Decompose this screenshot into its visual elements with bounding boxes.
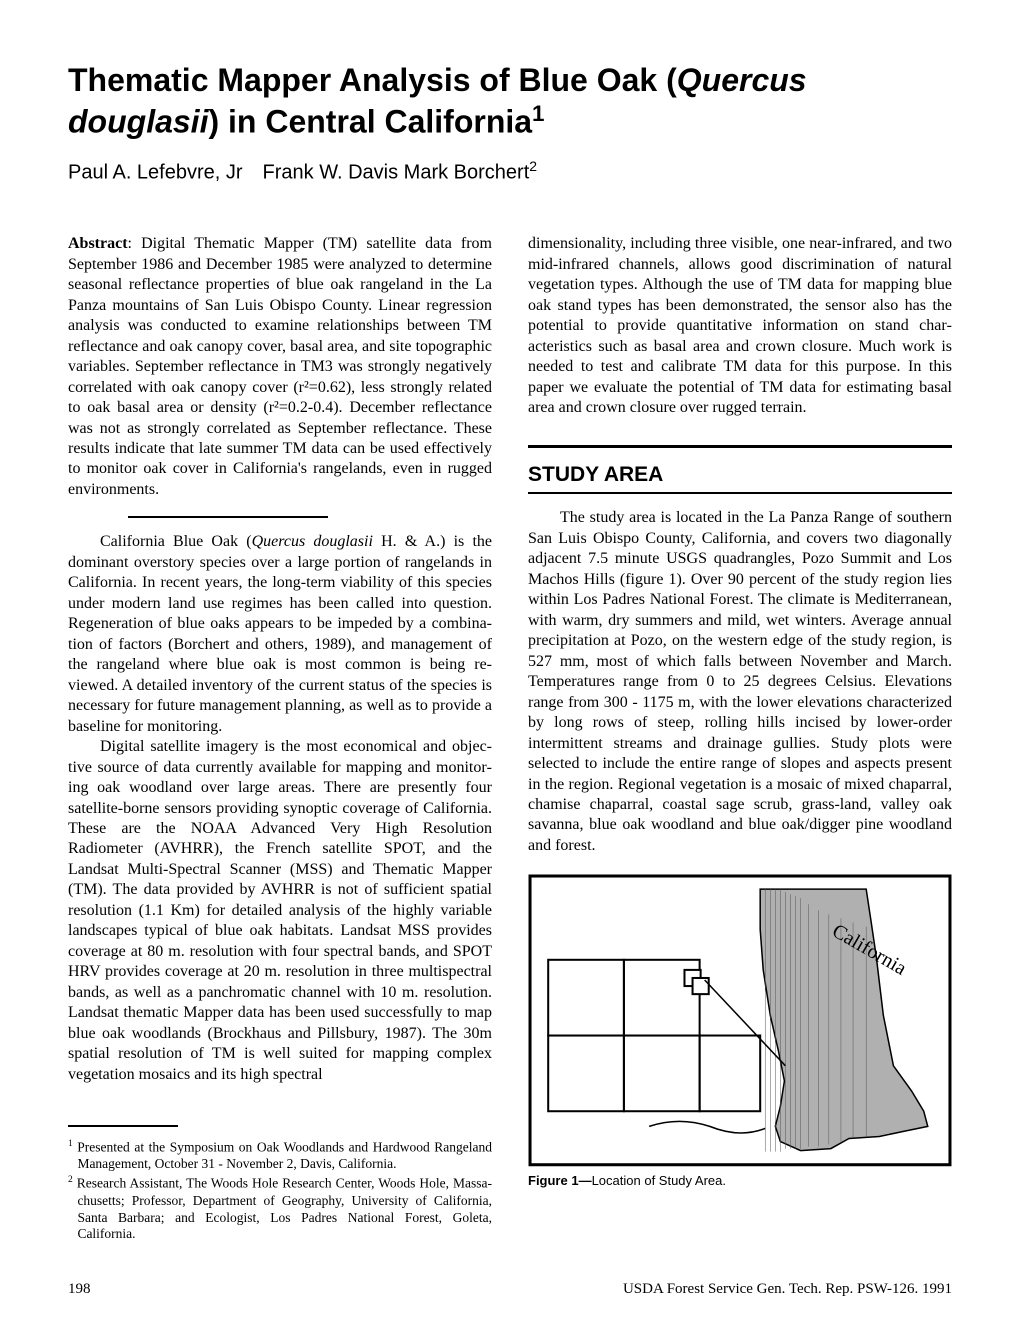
- footnote-1-text: Presented at the Symposium on Oak Woodla…: [77, 1140, 492, 1172]
- abstract-paragraph: Abstract: Digital Thematic Mapper (TM) s…: [68, 234, 492, 500]
- title-footnote-ref: 1: [532, 101, 544, 126]
- abstract-text: : Digital Thematic Mapper (TM) satellite…: [68, 235, 492, 498]
- section-rule-top: [528, 445, 952, 448]
- footnotes-rule: [68, 1125, 178, 1127]
- figure-1-map: California: [528, 874, 952, 1167]
- abstract-label: Abstract: [68, 235, 128, 252]
- footnotes-block: 1 Presented at the Symposium on Oak Wood…: [68, 1139, 492, 1243]
- right-continuation: dimensionality, including three visible,…: [528, 234, 952, 418]
- figure-caption-lead: Figure 1—: [528, 1173, 592, 1188]
- title-pre: Thematic Mapper Analysis of Blue Oak (: [68, 62, 677, 98]
- authors-footnote-ref: 2: [529, 158, 537, 174]
- intro-p1-b: H. & A.) is the dominant overstory speci…: [68, 533, 492, 734]
- title-post: ) in Central California: [208, 104, 532, 140]
- two-column-layout: Abstract: Digital Thematic Mapper (TM) s…: [68, 234, 952, 1245]
- page-footer: 198 USDA Forest Service Gen. Tech. Rep. …: [68, 1281, 952, 1298]
- authors-line: Paul A. Lefebvre, Jr Frank W. Davis Mark…: [68, 158, 952, 185]
- section-rule-bottom: [528, 492, 952, 494]
- figure-1: California: [528, 874, 952, 1189]
- right-column: dimensionality, including three visible,…: [528, 234, 952, 1245]
- figure-1-caption: Figure 1—Location of Study Area.: [528, 1173, 952, 1190]
- intro-species: Quercus douglasii: [252, 533, 373, 550]
- authors-text: Paul A. Lefebvre, Jr Frank W. Davis Mark…: [68, 161, 529, 183]
- footnote-1: 1 Presented at the Symposium on Oak Wood…: [68, 1139, 492, 1173]
- footer-citation: USDA Forest Service Gen. Tech. Rep. PSW-…: [623, 1281, 952, 1298]
- intro-paragraph-2: Digital satellite imagery is the most ec…: [68, 737, 492, 1085]
- section-heading-study-area: STUDY AREA: [528, 462, 952, 489]
- intro-p1-a: California Blue Oak (: [100, 533, 252, 550]
- footnote-2: 2 Research Assistant, The Woods Hole Res…: [68, 1175, 492, 1243]
- divider-short: [128, 516, 328, 518]
- intro-paragraph-1: California Blue Oak (Quercus douglasii H…: [68, 532, 492, 737]
- page-title: Thematic Mapper Analysis of Blue Oak (Qu…: [68, 60, 952, 142]
- study-area-paragraph: The study area is located in the La Panz…: [528, 508, 952, 856]
- footnote-2-text: Research Assistant, The Woods Hole Resea…: [77, 1176, 492, 1242]
- figure-caption-text: Location of Study Area.: [592, 1173, 726, 1188]
- page-number: 198: [68, 1281, 91, 1298]
- left-column: Abstract: Digital Thematic Mapper (TM) s…: [68, 234, 492, 1245]
